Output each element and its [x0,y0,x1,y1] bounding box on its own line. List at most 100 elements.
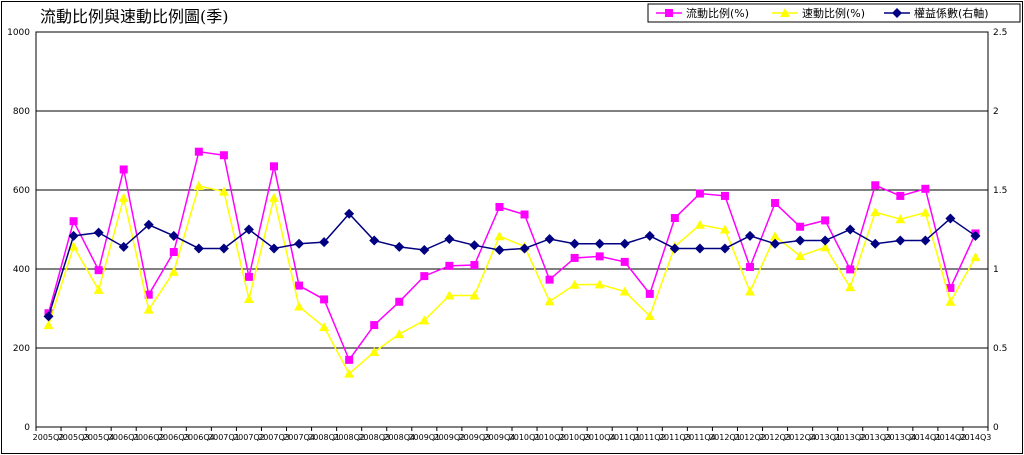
left-axis-tick-label: 600 [13,186,30,196]
data-point [945,213,956,224]
data-point [444,233,455,244]
data-point [519,243,530,254]
left-axis-tick-label: 800 [13,107,30,117]
data-point [746,263,754,272]
right-axis-tick-label: 1.5 [993,186,1007,196]
data-point [369,235,380,246]
data-point [43,311,54,322]
x-tick-label: 2009Q2 [433,433,465,442]
data-point [770,238,781,249]
x-tick-label: 2011Q3 [659,433,691,442]
data-point [645,289,654,298]
data-point [395,297,404,306]
chart-title: 流動比例與速動比例圖(季) [40,7,229,26]
data-point [644,230,655,241]
x-tick-label: 2006Q2 [133,433,165,442]
x-tick-label: 2011Q4 [684,433,716,442]
data-point [820,235,831,246]
data-point [619,286,630,296]
data-point [168,230,179,241]
legend-label: 流動比例(%) [686,6,749,20]
data-point [194,147,203,156]
legend-box [647,3,1021,23]
data-point [294,301,305,311]
x-tick-label: 2007Q1 [208,433,240,442]
data-point [444,290,455,300]
data-point [970,230,981,241]
legend-label: 權益係數(右軸) [914,6,989,20]
data-point [144,290,153,299]
data-point [143,304,154,314]
x-tick-label: 2010Q3 [559,433,591,442]
data-point [570,253,579,262]
data-point [445,261,454,270]
data-point [469,290,480,300]
data-point [243,294,254,304]
data-point [218,243,229,254]
data-point [69,217,78,226]
data-point [719,243,730,254]
data-point [320,295,329,304]
left-axis-tick-label: 0 [24,423,30,433]
data-point [68,241,79,251]
data-point [118,241,129,252]
data-point [419,315,430,325]
x-tick-label: 2008Q3 [358,433,390,442]
data-point [244,272,253,281]
data-point [469,240,480,251]
data-point [569,279,580,289]
right-axis-tick-label: 0 [993,423,999,433]
data-point [920,207,931,217]
x-tick-label: 2009Q4 [484,433,516,442]
data-point [796,222,805,231]
data-point [896,191,905,200]
data-point [945,296,956,306]
data-point [595,252,604,261]
x-tick-label: 2013Q4 [884,433,916,442]
x-tick-label: 2008Q2 [333,433,365,442]
data-point [369,346,380,356]
x-tick-label: 2007Q3 [258,433,290,442]
data-point [394,329,405,339]
data-point [695,189,704,198]
data-point [68,230,79,241]
x-tick-label: 2011Q1 [609,433,641,442]
data-point [845,282,856,292]
x-tick-label: 2008Q4 [383,433,415,442]
left-axis-tick-label: 1000 [7,28,30,38]
data-point [193,181,204,191]
data-point [94,266,103,275]
series-line [47,185,977,375]
data-point [694,219,705,229]
x-tick-label: 2006Q3 [158,433,190,442]
x-tick-label: 2010Q1 [509,433,541,442]
legend: 流動比例(%) 速動比例(%) 權益係數(右軸) [647,3,1021,23]
legend-marker [780,8,790,17]
x-tick-label: 2012Q4 [784,433,816,442]
data-point [269,243,279,254]
data-point [870,238,881,249]
data-point [771,199,780,208]
data-point [494,231,505,241]
data-point [594,279,605,289]
x-tick-label: 2008Q1 [308,433,340,442]
x-tick-label: 2014Q2 [935,433,967,442]
data-point [219,151,228,160]
data-point [946,283,955,292]
data-point [319,322,330,332]
data-point [419,245,430,256]
data-point [243,224,254,235]
x-tick-label: 2005Q2 [33,433,65,442]
data-point [669,243,680,254]
x-tick-label: 2012Q3 [759,433,791,442]
data-point [344,368,355,378]
data-point [694,243,705,254]
left-axis-tick-label: 200 [13,344,30,354]
data-point [495,202,504,211]
x-tick-label: 2006Q1 [108,433,140,442]
data-point [644,311,655,321]
data-point [594,238,605,249]
data-point [344,208,355,219]
data-point [544,296,555,306]
x-tick-label: 2005Q4 [83,433,115,442]
